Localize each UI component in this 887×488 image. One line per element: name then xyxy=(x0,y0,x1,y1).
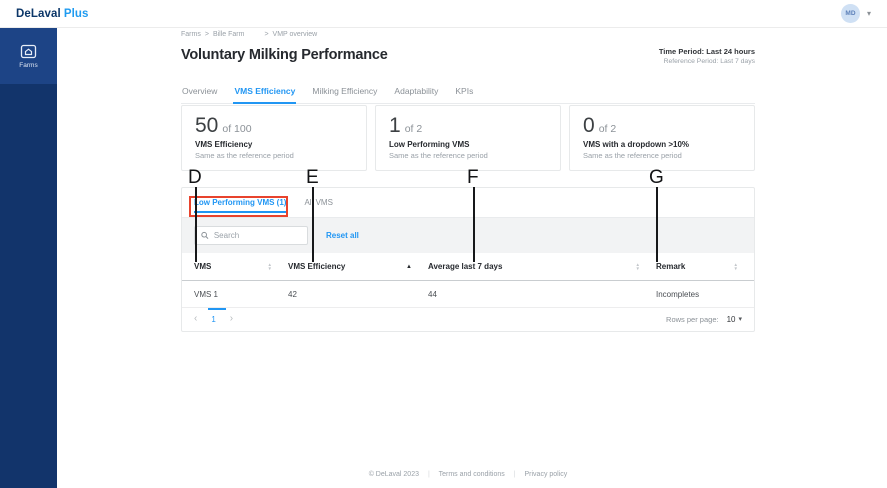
time-period-block: Time Period: Last 24 hours Reference Per… xyxy=(659,47,755,65)
annotation-letter-g: G xyxy=(649,167,664,188)
page-title: Voluntary Milking Performance xyxy=(181,47,388,63)
rows-per-page-value[interactable]: 10 xyxy=(726,314,736,324)
table-row[interactable]: VMS 1 42 44 Incompletes xyxy=(182,281,754,308)
copyright: © DeLaval 2023 xyxy=(368,471,419,478)
annotation-letter-f: F xyxy=(467,167,479,188)
footer-divider: | xyxy=(513,471,516,478)
top-header: DeLaval Plus MD ▾ xyxy=(0,0,887,28)
chevron-down-icon[interactable]: ▾ xyxy=(738,316,742,323)
table-header-row: VMS ▲ ▼ VMS Efficiency ▲ Average last 7 d… xyxy=(182,253,754,281)
table-filter-bar: Reset all xyxy=(182,218,754,253)
stat-sub: Same as the reference period xyxy=(389,151,488,160)
column-header-average-7-days[interactable]: Average last 7 days ▲ ▼ xyxy=(428,261,640,271)
time-period: Time Period: Last 24 hours xyxy=(658,47,755,56)
tab-all-vms[interactable]: All VMS xyxy=(304,198,333,207)
sort-asc-icon[interactable]: ▲ xyxy=(406,263,412,270)
search-icon xyxy=(201,231,209,239)
column-header-vms[interactable]: VMS ▲ ▼ xyxy=(194,261,272,271)
sort-icon[interactable]: ▲ ▼ xyxy=(267,261,272,271)
sidebar-item-label: Farms xyxy=(19,61,38,69)
stat-of: of 2 xyxy=(404,123,423,135)
cell-vms: VMS 1 xyxy=(194,289,219,299)
sort-icon[interactable]: ▲ ▼ xyxy=(635,261,640,271)
sidebar-item-farms[interactable]: Farms xyxy=(0,28,57,84)
page-number[interactable]: 1 xyxy=(211,314,216,324)
pagination-bar: ‹ 1 › Rows per page: 10 ▾ xyxy=(182,308,754,330)
logo-accent: Plus xyxy=(63,7,89,20)
vms-table-card: Low Performing VMS (1) All VMS Reset all… xyxy=(181,187,755,332)
tab-low-performing-vms[interactable]: Low Performing VMS (1) xyxy=(194,188,287,217)
stat-sub: Same as the reference period xyxy=(583,151,682,160)
rows-per-page-label: Rows per page: xyxy=(666,314,719,324)
terms-link[interactable]: Terms and conditions xyxy=(438,471,505,478)
annotation-line-g xyxy=(656,187,658,262)
stat-of: of 100 xyxy=(222,123,252,135)
annotation-letter-d: D xyxy=(188,167,202,188)
cell-average-7-days: 44 xyxy=(428,289,437,299)
rows-per-page: Rows per page: 10 ▾ xyxy=(666,315,742,324)
column-header-vms-efficiency[interactable]: VMS Efficiency ▲ xyxy=(288,262,412,271)
stat-of: of 2 xyxy=(598,123,617,135)
sidebar: Farms xyxy=(0,28,57,488)
table-tab-bar: Low Performing VMS (1) All VMS xyxy=(182,188,754,218)
chevron-down-icon[interactable]: ▾ xyxy=(866,9,871,18)
tab-adaptability[interactable]: Adaptability xyxy=(394,86,439,96)
stat-card-dropdown: 0 of 2 VMS with a dropdown >10% Same as t… xyxy=(569,105,755,171)
user-menu[interactable]: MD ▾ xyxy=(840,4,871,23)
search-box[interactable] xyxy=(194,226,308,245)
reference-period: Reference Period: Last 7 days xyxy=(663,58,755,65)
annotation-line-e xyxy=(312,187,314,262)
breadcrumb-farms[interactable]: Farms xyxy=(181,31,201,38)
stat-label: Low Performing VMS xyxy=(389,140,470,149)
breadcrumb: Farms > Bille Farm > VMP overview xyxy=(181,31,317,38)
avatar[interactable]: MD xyxy=(840,4,860,23)
farms-icon xyxy=(20,44,37,58)
stat-card-low-performing: 1 of 2 Low Performing VMS Same as the ref… xyxy=(375,105,561,171)
tab-milking-efficiency[interactable]: Milking Efficiency xyxy=(312,86,378,96)
breadcrumb-separator: > xyxy=(204,31,209,38)
breadcrumb-bille-farm[interactable]: Bille Farm xyxy=(212,31,245,38)
stat-value: 0 xyxy=(583,114,595,137)
footer-divider: | xyxy=(427,471,430,478)
annotation-line-f xyxy=(473,187,475,262)
column-header-remark[interactable]: Remark ▲ ▼ xyxy=(656,261,738,271)
delaval-plus-logo: DeLaval Plus xyxy=(16,8,89,20)
page-footer: © DeLaval 2023 | Terms and conditions | … xyxy=(181,471,755,478)
pagination-controls: ‹ 1 › xyxy=(194,314,233,324)
stat-card-vms-efficiency: 50 of 100 VMS Efficiency Same as the refe… xyxy=(181,105,367,171)
tab-overview[interactable]: Overview xyxy=(182,86,218,96)
search-input[interactable] xyxy=(213,231,301,240)
logo-primary: DeLaval xyxy=(16,7,61,20)
tab-vms-efficiency[interactable]: VMS Efficiency xyxy=(233,82,297,104)
breadcrumb-vmp-overview[interactable]: VMP overview xyxy=(272,31,318,38)
stat-label: VMS Efficiency xyxy=(195,140,253,149)
tab-kpis[interactable]: KPIs xyxy=(455,86,474,96)
stat-sub: Same as the reference period xyxy=(195,151,294,160)
cell-remark: Incompletes xyxy=(656,289,700,299)
stat-label: VMS with a dropdown >10% xyxy=(583,140,690,149)
annotation-line-d xyxy=(195,187,197,262)
main-tab-bar: Overview VMS Efficiency Milking Efficien… xyxy=(181,82,755,104)
cell-vms-efficiency: 42 xyxy=(288,289,297,299)
stat-value: 50 xyxy=(195,114,219,137)
active-page-indicator xyxy=(208,308,226,310)
stat-value: 1 xyxy=(389,114,401,137)
privacy-link[interactable]: Privacy policy xyxy=(524,471,568,478)
annotation-letter-e: E xyxy=(306,167,319,188)
breadcrumb-separator: > xyxy=(264,31,269,38)
prev-page-icon[interactable]: ‹ xyxy=(194,313,198,324)
next-page-icon[interactable]: › xyxy=(229,313,234,324)
sort-icon[interactable]: ▲ ▼ xyxy=(733,261,738,271)
stat-cards: 50 of 100 VMS Efficiency Same as the refe… xyxy=(181,105,755,171)
reset-all-button[interactable]: Reset all xyxy=(326,231,359,240)
